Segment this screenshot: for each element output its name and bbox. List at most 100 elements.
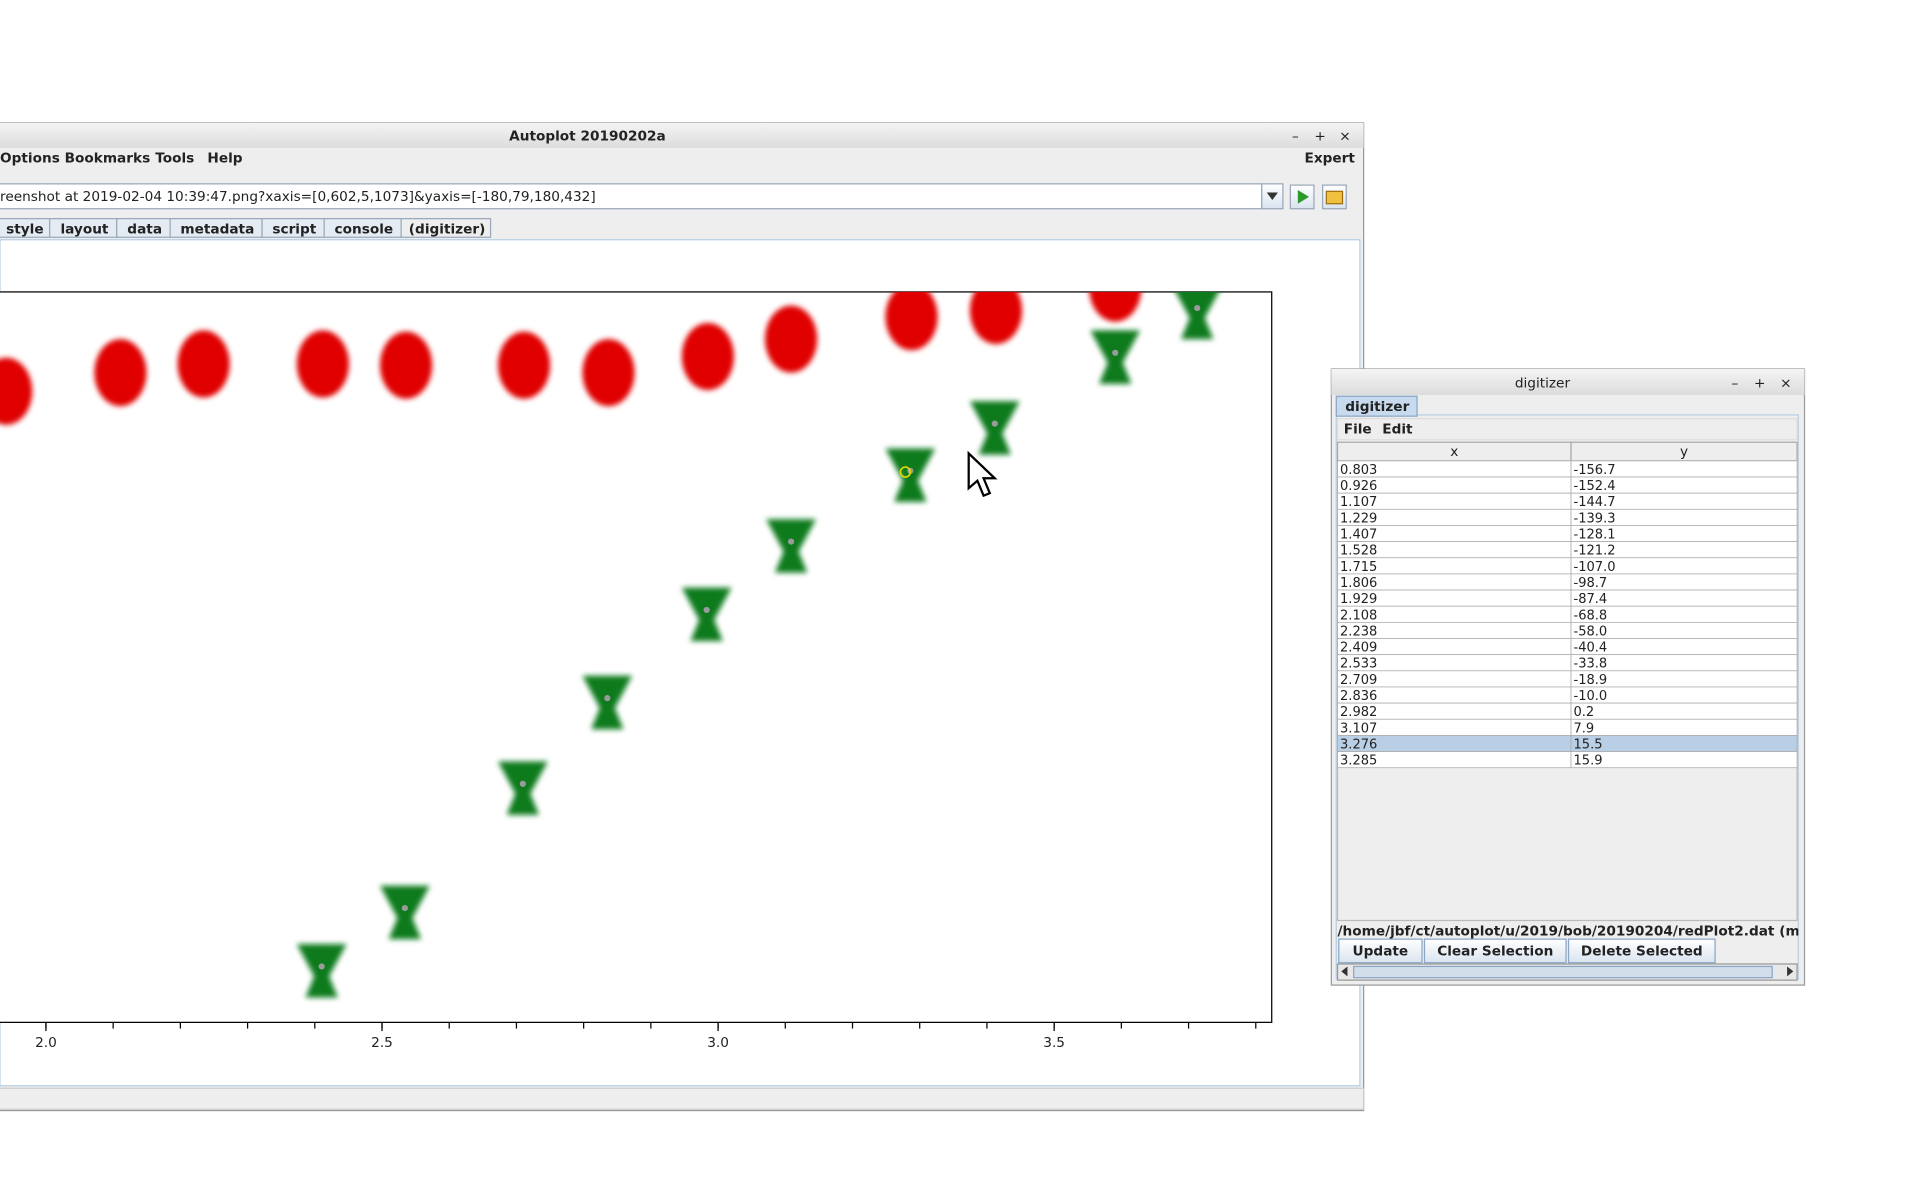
digitized-point (1194, 304, 1201, 312)
menu-item[interactable]: File (1344, 422, 1372, 438)
selection-marker (899, 466, 912, 478)
menu-item[interactable]: Help (207, 151, 242, 167)
table-cell[interactable] (1570, 751, 1798, 769)
table-cell-text[interactable]: 3.276 (1340, 737, 1377, 752)
table-cell-text[interactable]: -128.1 (1574, 528, 1616, 543)
table-cell-text[interactable]: 1.229 (1340, 511, 1377, 526)
table-cell-text[interactable]: 2.238 (1340, 624, 1377, 639)
status-bar (0, 1087, 1365, 1110)
close-button[interactable]: × (1339, 128, 1350, 144)
close-button[interactable]: × (1780, 376, 1791, 392)
button-label[interactable]: Clear Selection (1437, 943, 1553, 959)
table-cell-text[interactable]: 1.806 (1340, 576, 1377, 591)
red-marker (765, 305, 818, 373)
scroll-thumb[interactable] (1353, 965, 1773, 979)
table-cell-text[interactable]: 3.107 (1340, 721, 1377, 736)
scroll-right[interactable] (1787, 966, 1794, 977)
table-cell-text[interactable]: -58.0 (1574, 624, 1608, 639)
folder-icon (1325, 190, 1344, 205)
url-field[interactable] (0, 183, 1263, 210)
scroll-left[interactable] (1341, 966, 1348, 977)
button[interactable] (1338, 938, 1423, 964)
green-marker (969, 401, 1020, 455)
tab-label[interactable]: style (6, 222, 44, 238)
red-marker (0, 357, 33, 425)
window-title: Autoplot 20190202a (509, 128, 666, 144)
maximize-button[interactable]: + (1314, 128, 1325, 144)
green-marker (766, 519, 816, 573)
tab-label[interactable]: data (127, 222, 162, 238)
table-cell-text[interactable]: 2.836 (1340, 689, 1377, 704)
button-label[interactable]: Update (1353, 943, 1409, 959)
table-cell-text[interactable]: 1.715 (1340, 560, 1377, 575)
menu-bar (1336, 418, 1798, 441)
tab-label[interactable]: console (335, 222, 394, 238)
table-cell-text[interactable]: -40.4 (1574, 641, 1608, 656)
tab-label[interactable]: (digitizer) (409, 222, 486, 238)
table-cell[interactable] (1570, 718, 1798, 736)
red-marker (582, 339, 635, 407)
table-cell-text[interactable]: -68.8 (1574, 608, 1608, 623)
table-cell-text[interactable]: -98.7 (1574, 576, 1608, 591)
table-cell-text[interactable]: -156.7 (1574, 463, 1616, 478)
table-cell-text[interactable]: 0.926 (1340, 479, 1377, 494)
button-label[interactable]: Delete Selected (1581, 943, 1703, 959)
minimize-button[interactable]: – (1732, 376, 1739, 392)
minimize-button[interactable]: – (1292, 128, 1299, 144)
tab-label[interactable]: layout (60, 222, 108, 238)
digitized-point (1112, 349, 1119, 356)
table-cell-text[interactable]: -10.0 (1574, 689, 1608, 704)
table-cell-text[interactable]: 2.409 (1340, 641, 1377, 656)
table-cell-text[interactable]: 0.803 (1340, 463, 1377, 478)
button[interactable] (1567, 938, 1716, 964)
red-marker (177, 330, 230, 398)
tab-label[interactable]: script (272, 222, 316, 238)
digitizer-tab-label[interactable]: digitizer (1345, 399, 1409, 415)
plot-box (0, 291, 1273, 1023)
table-cell-text[interactable]: -152.4 (1574, 479, 1616, 494)
tab-label[interactable]: metadata (180, 222, 254, 238)
table-cell-text[interactable]: -139.3 (1574, 511, 1616, 526)
dropdown-arrow (1266, 192, 1278, 200)
menu-item[interactable]: Options (0, 151, 60, 167)
table-cell-text[interactable]: -107.0 (1574, 560, 1616, 575)
button[interactable] (1423, 938, 1567, 964)
table-cell-text[interactable]: 15.5 (1574, 737, 1603, 752)
table-cell-text[interactable]: 3.285 (1340, 754, 1377, 769)
menu-item[interactable]: Bookmarks (65, 151, 151, 167)
expert-menu[interactable]: Expert (1304, 151, 1355, 167)
red-marker (498, 331, 551, 399)
table-cell[interactable] (1570, 702, 1798, 720)
table-cell-text[interactable]: 2.533 (1340, 657, 1377, 672)
table-cell-text[interactable]: -18.9 (1574, 673, 1608, 688)
column-header-label[interactable]: x (1450, 444, 1458, 460)
table-cell-text[interactable]: 1.107 (1340, 495, 1377, 510)
table-cell-text[interactable]: 7.9 (1574, 721, 1595, 736)
table-cell-text[interactable]: -121.2 (1574, 544, 1616, 559)
table-cell-text[interactable]: 2.108 (1340, 608, 1377, 623)
digitizer-tab[interactable] (1335, 395, 1418, 417)
table-cell-text[interactable]: -87.4 (1574, 592, 1608, 607)
table-cell-text[interactable]: 1.528 (1340, 544, 1377, 559)
mouse-cursor (967, 450, 998, 498)
maximize-button[interactable]: + (1754, 376, 1765, 392)
red-marker (681, 322, 734, 391)
table-cell-text[interactable]: 2.709 (1340, 673, 1377, 688)
table-cell-text[interactable]: 1.407 (1340, 528, 1377, 543)
menu-item[interactable]: Tools (155, 151, 194, 167)
red-marker (296, 330, 349, 398)
table-cell-text[interactable]: 0.2 (1574, 705, 1595, 720)
table-cell[interactable] (1570, 735, 1798, 752)
menu-item[interactable]: Edit (1382, 422, 1413, 438)
digitized-point (318, 963, 325, 970)
url-text[interactable]: reenshot at 2019-02-04 10:39:47.png?xaxi… (0, 189, 596, 205)
table-cell-text[interactable]: -33.8 (1574, 657, 1608, 672)
tab[interactable] (400, 218, 492, 238)
x-tick-label: 2.0 (35, 1035, 57, 1051)
column-header-label[interactable]: y (1680, 444, 1688, 460)
table-cell-text[interactable]: 2.982 (1340, 705, 1377, 720)
table-cell-text[interactable]: 15.9 (1574, 754, 1603, 769)
table-cell-text[interactable]: -144.7 (1574, 495, 1616, 510)
table-cell-text[interactable]: 1.929 (1340, 592, 1377, 607)
green-marker (1090, 330, 1141, 384)
